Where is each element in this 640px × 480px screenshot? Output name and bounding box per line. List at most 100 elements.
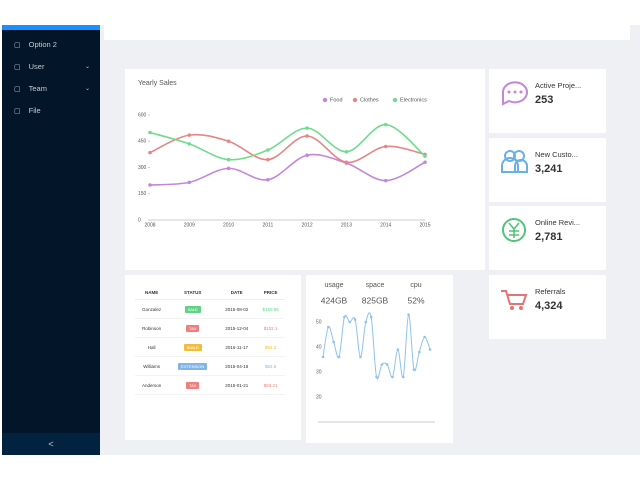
date-cell: 2015-08-02 xyxy=(217,299,257,319)
menu-item[interactable]: ▢ File xyxy=(14,106,41,115)
data-point xyxy=(327,325,330,329)
menu-item[interactable]: ▢ Team ⌄ xyxy=(14,84,90,93)
menu-label: Option 2 xyxy=(28,40,57,49)
data-point xyxy=(380,363,384,366)
data-point xyxy=(344,160,349,165)
status-cell: EXTENSION xyxy=(168,356,218,376)
y-tick-label: 150 xyxy=(138,191,147,197)
x-tick-label: 2009 xyxy=(184,222,195,228)
name-cell: Anderson xyxy=(135,375,169,395)
data-point xyxy=(344,149,349,154)
card-value: 253 xyxy=(535,94,554,106)
legend-marker xyxy=(352,97,358,103)
table-row: Hall BUILD 2016-11-17 $92.2 xyxy=(135,337,285,357)
chart-title: Yearly Sales xyxy=(138,80,177,87)
column-header: DATE xyxy=(217,285,257,300)
data-point xyxy=(187,180,192,185)
table-row: Robinson TAX 2015-12-04 $102.1 xyxy=(135,318,285,338)
price-cell: $62.5 xyxy=(256,356,285,376)
data-point xyxy=(148,150,152,155)
legend-marker xyxy=(392,97,398,103)
data-point xyxy=(348,320,352,324)
y-tick-label: 450 xyxy=(138,139,147,145)
date-cell: 2015-12-04 xyxy=(217,318,257,338)
x-tick-label: 2010 xyxy=(223,222,234,228)
status-cell: TAX xyxy=(168,318,218,338)
data-point xyxy=(418,350,421,354)
card-title: Online Revi... xyxy=(535,218,581,227)
card-title: Referrals xyxy=(535,286,566,296)
data-point xyxy=(401,375,405,379)
x-tick-label: 2015 xyxy=(419,222,430,228)
stat-label: cpu xyxy=(410,282,421,289)
data-point xyxy=(226,166,231,171)
status-cell: SALE xyxy=(168,299,218,319)
status-badge: TAX xyxy=(185,381,200,389)
data-point xyxy=(396,348,400,351)
x-tick-label: 2011 xyxy=(262,222,273,228)
stat-label: space xyxy=(366,282,385,289)
column-header: STATUS xyxy=(168,285,218,300)
status-badge: BUILD xyxy=(183,343,202,351)
status-badge: TAX xyxy=(185,324,200,332)
data-point xyxy=(383,122,388,127)
data-point xyxy=(391,375,394,379)
data-point xyxy=(148,183,152,187)
data-point xyxy=(305,126,309,130)
data-point xyxy=(383,144,388,149)
data-point xyxy=(423,154,427,158)
card-value: 4,324 xyxy=(535,299,563,312)
column-header: PRICE xyxy=(256,285,285,300)
status-cell: TAX xyxy=(168,375,218,395)
name-cell: Gonzalez xyxy=(135,299,169,319)
name-cell: Williams xyxy=(135,356,169,376)
menu-label: User xyxy=(28,62,45,71)
table-row: Anderson TAX 2015-01-21 $93.21 xyxy=(135,375,285,395)
collapse-button[interactable]: < xyxy=(2,433,100,455)
data-point xyxy=(385,363,389,366)
data-point xyxy=(266,177,270,182)
name-cell: Robinson xyxy=(135,318,169,338)
x-tick-label: 2014 xyxy=(380,222,391,228)
x-tick-label: 2013 xyxy=(341,222,352,228)
data-point xyxy=(187,133,192,137)
price-cell: $92.2 xyxy=(256,337,285,357)
data-point xyxy=(305,134,309,138)
menu-item[interactable]: ▢ Option 2 xyxy=(14,40,57,49)
y-tick-label: 300 xyxy=(138,165,147,171)
card-value: 2,781 xyxy=(535,231,563,243)
card-icon xyxy=(501,81,528,106)
data-point xyxy=(148,130,152,135)
data-point xyxy=(337,355,341,359)
table-row: Gonzalez SALE 2015-08-02 $150.96 xyxy=(135,299,285,319)
date-cell: 2015-04-18 xyxy=(217,356,257,376)
date-cell: 2016-11-17 xyxy=(217,337,257,357)
data-point xyxy=(305,153,309,158)
data-point xyxy=(187,142,192,146)
card-icon xyxy=(501,149,528,173)
stat-card: Online Revi... 2,781 xyxy=(489,206,606,270)
x-tick-label: 2008 xyxy=(144,222,155,228)
data-point xyxy=(226,139,231,144)
series-line xyxy=(149,123,426,161)
data-point xyxy=(369,315,373,319)
table: NAME STATUS DATE PRICE Gonzalez SALE 2015-08-0… xyxy=(135,285,285,395)
data-point xyxy=(343,315,346,319)
y-tick-label: 0 xyxy=(138,217,141,223)
table-row: Williams EXTENSION 2015-04-18 $62.5 xyxy=(135,356,285,376)
menu-item[interactable]: ▢ User ⌄ xyxy=(14,62,90,71)
table-card: NAME STATUS DATE PRICE Gonzalez SALE 2015-08-0… xyxy=(125,275,301,440)
legend-marker xyxy=(322,97,328,103)
price-cell: $150.96 xyxy=(256,299,285,319)
data-point xyxy=(321,355,325,359)
series-line xyxy=(149,133,426,164)
header-bar xyxy=(104,25,630,40)
stat-value: 424GB xyxy=(321,295,348,305)
legend-label: Electronics xyxy=(400,97,427,103)
date-cell: 2015-01-21 xyxy=(217,375,257,395)
series-line xyxy=(149,153,426,186)
data-point xyxy=(407,313,410,316)
price-cell: $102.1 xyxy=(256,318,285,338)
data-point xyxy=(375,375,378,379)
